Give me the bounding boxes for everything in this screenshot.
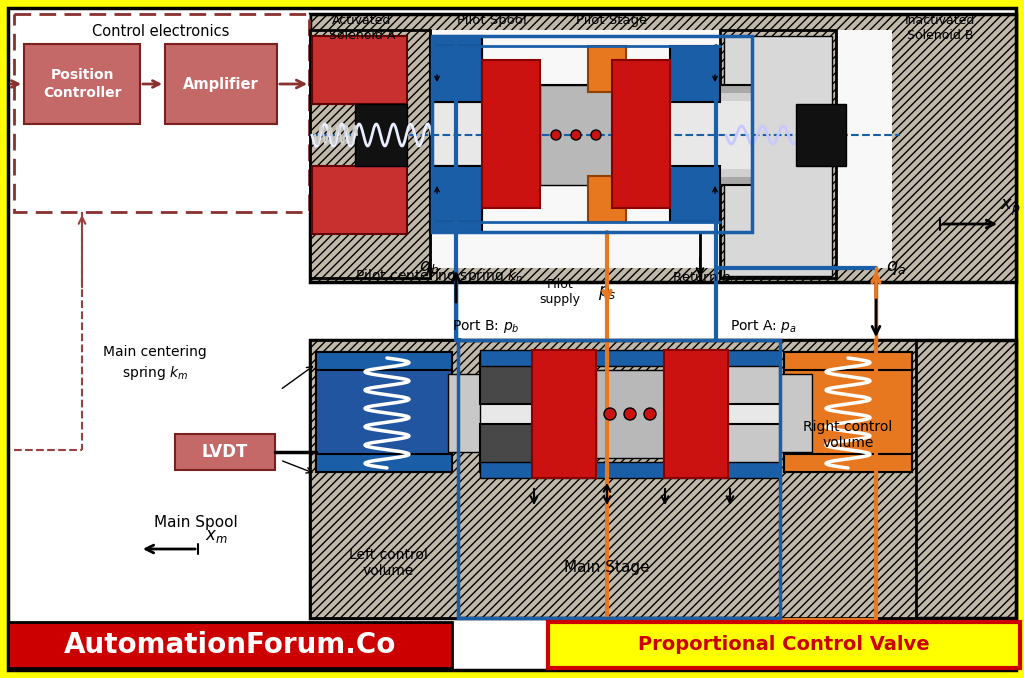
Text: Main Spool: Main Spool [155, 515, 238, 530]
Circle shape [571, 130, 581, 140]
Text: Position
Controller: Position Controller [43, 68, 121, 100]
Bar [480, 384, 800, 444]
Text: $q_a$: $q_a$ [886, 259, 906, 277]
FancyBboxPatch shape [14, 14, 309, 212]
Bar [432, 166, 482, 222]
Bar [480, 356, 532, 404]
Bar [310, 14, 1016, 282]
Bar [316, 454, 452, 472]
Text: LVDT: LVDT [202, 443, 248, 461]
Bar [482, 60, 540, 208]
Bar [670, 166, 720, 222]
Bar [449, 374, 480, 452]
Text: Main Stage: Main Stage [564, 560, 650, 575]
Bar [312, 166, 407, 234]
Bar [432, 30, 892, 268]
Bar [8, 622, 452, 668]
Text: Right control
volume: Right control volume [804, 420, 893, 450]
Bar [432, 85, 752, 185]
Text: Pilot
supply: Pilot supply [540, 278, 581, 306]
Bar [480, 400, 800, 428]
Text: Pilot centering spring $k_p$: Pilot centering spring $k_p$ [355, 268, 523, 287]
Text: Pilot Spool: Pilot Spool [457, 14, 527, 27]
Bar [458, 340, 780, 618]
Bar [596, 370, 664, 458]
Bar [175, 434, 275, 470]
Text: $x_p$: $x_p$ [1000, 198, 1021, 218]
Text: Main centering
spring $k_m$: Main centering spring $k_m$ [103, 345, 207, 382]
Text: Return $p_t$: Return $p_t$ [672, 270, 735, 286]
Bar [780, 374, 812, 452]
Bar [432, 36, 752, 232]
Circle shape [551, 130, 561, 140]
Bar [670, 46, 720, 102]
Bar [780, 340, 916, 618]
Bar [480, 350, 780, 366]
Bar [784, 352, 912, 472]
Bar [430, 166, 482, 232]
Bar [310, 30, 430, 278]
Text: Port A: $p_a$: Port A: $p_a$ [730, 318, 797, 335]
Bar [355, 104, 407, 166]
Bar [664, 350, 728, 478]
Bar [432, 93, 752, 177]
Bar [432, 101, 752, 169]
Bar [24, 44, 140, 124]
Circle shape [604, 408, 616, 420]
Bar [588, 46, 626, 92]
Text: AutomationForum.Co: AutomationForum.Co [63, 631, 396, 659]
Circle shape [624, 408, 636, 420]
Bar [588, 176, 626, 222]
Bar [532, 350, 596, 478]
Bar [784, 352, 912, 370]
Bar [540, 85, 612, 185]
Bar [430, 36, 482, 102]
Bar [310, 340, 458, 618]
Bar [728, 356, 780, 404]
Text: $x_m$: $x_m$ [205, 527, 227, 545]
Bar [548, 622, 1020, 668]
Bar [432, 46, 482, 102]
Bar [316, 352, 452, 472]
Text: Port B: $p_b$: Port B: $p_b$ [452, 318, 519, 335]
Circle shape [591, 130, 601, 140]
Bar [796, 104, 846, 166]
Text: Inactivated
Solenoid B: Inactivated Solenoid B [905, 14, 975, 42]
Bar [480, 462, 780, 478]
Bar [480, 424, 532, 472]
Text: $q_b$: $q_b$ [419, 259, 440, 277]
Bar [612, 60, 670, 208]
Text: $p_s$: $p_s$ [598, 284, 616, 302]
Text: Amplifier: Amplifier [183, 77, 259, 92]
Bar [480, 392, 800, 436]
Text: Activated
Solenoid A: Activated Solenoid A [329, 14, 395, 42]
Bar [720, 30, 836, 278]
Text: Proportional Control Valve: Proportional Control Valve [638, 635, 930, 654]
Circle shape [644, 408, 656, 420]
Bar [728, 424, 780, 472]
Bar [724, 36, 831, 276]
Bar [165, 44, 278, 124]
Text: Control electronics: Control electronics [92, 24, 229, 39]
Bar [784, 454, 912, 472]
Bar [316, 352, 452, 370]
Text: Pilot Stage: Pilot Stage [577, 14, 648, 27]
Bar [310, 340, 1016, 618]
Text: Left control
volume: Left control volume [348, 548, 427, 578]
Bar [312, 36, 407, 104]
